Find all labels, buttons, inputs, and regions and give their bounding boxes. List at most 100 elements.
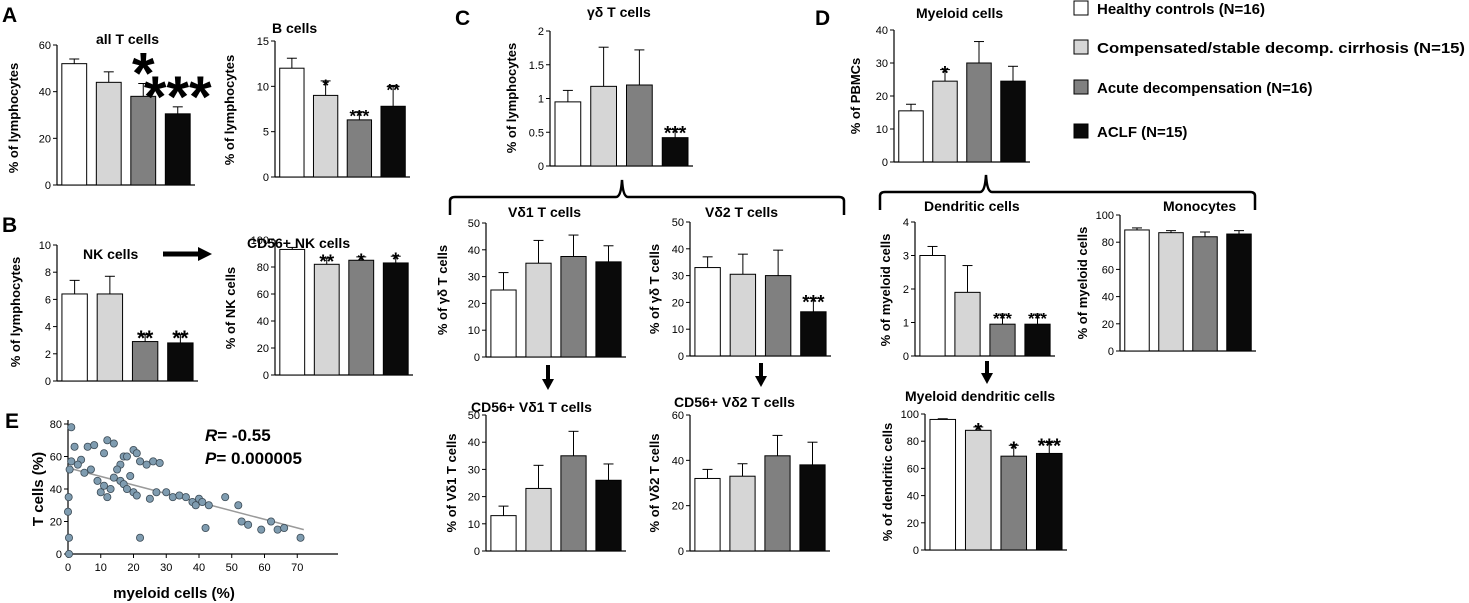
significance-marker-2: * — [941, 64, 949, 85]
bar-group-4 — [1024, 323, 1051, 357]
bar-group-2 — [312, 94, 339, 178]
scatter-point — [237, 517, 246, 526]
significance-marker-4: ** — [172, 327, 189, 350]
chart-vd2-t-cells: 0 10 20 30 40 50 Vδ2 T cells % of γδ T cells *** — [647, 204, 831, 363]
bar-group-2 — [964, 429, 992, 551]
x-tick-label: 50 — [226, 562, 238, 574]
legend-swatch-acute — [1073, 79, 1089, 95]
y-tick-label: 100 — [1096, 210, 1114, 222]
bar-group-4 — [167, 342, 194, 382]
significance-marker-2: ** — [319, 252, 334, 273]
scatter-point — [296, 533, 305, 542]
y-axis-label: % of myeloid cells — [878, 234, 893, 347]
bar-group-1 — [694, 477, 721, 552]
y-tick-label: 10 — [257, 81, 269, 93]
vd1-down-arrow-head — [542, 379, 554, 390]
legend-label-healthy: Healthy controls (N=16) — [1097, 1, 1265, 18]
y-tick-label: 60 — [907, 463, 919, 475]
significance-marker-3: * — [132, 42, 155, 107]
bar-group-2 — [96, 293, 124, 382]
bar-group-2 — [525, 487, 552, 552]
y-tick-label: 0 — [45, 180, 51, 192]
scatter-point — [267, 517, 276, 526]
bar-group-1 — [279, 248, 306, 376]
y-tick-label: 40 — [1102, 292, 1114, 304]
x-tick-label: 20 — [127, 562, 139, 574]
y-tick-label: 2 — [538, 26, 544, 38]
y-tick-label: 40 — [257, 316, 269, 328]
legend-swatch-aclf — [1073, 123, 1089, 139]
y-tick-label: 30 — [672, 271, 684, 283]
bar-group-3 — [560, 256, 587, 358]
y-axis-label: % of myeloid cells — [1075, 227, 1090, 340]
corr-r-value: = -0.55 — [217, 426, 270, 445]
bar-group-4 — [1226, 233, 1252, 352]
y-tick-label: 5 — [263, 127, 269, 139]
y-tick-label: 0.5 — [529, 127, 544, 139]
chart-gd-t-cells: 0 0.5 1 1.5 2 γδ T cells % of lymphocytes *** — [504, 4, 693, 173]
x-tick-label: 70 — [291, 562, 303, 574]
corr-r-symbol: R — [205, 426, 218, 445]
y-tick-label: 3 — [903, 251, 909, 263]
y-tick-label: 50 — [672, 217, 684, 229]
corr-p-value: = 0.000005 — [216, 449, 302, 468]
scatter-point — [103, 436, 112, 445]
y-tick-label: 60 — [39, 40, 51, 52]
y-tick-label: 80 — [907, 436, 919, 448]
y-tick-label: 6 — [45, 294, 51, 306]
bar-group-1 — [61, 293, 88, 382]
y-tick-label: 2 — [45, 349, 51, 361]
bar-group-4 — [382, 262, 409, 376]
y-tick-label: 40 — [468, 437, 480, 449]
chart-vd1-t-cells: 0 10 20 30 40 50 Vδ1 T cells % of γδ T cells — [435, 204, 626, 364]
panel-letter-a: A — [2, 4, 17, 27]
y-axis-label: % of NK cells — [223, 267, 238, 349]
bar-group-3 — [130, 95, 157, 186]
scatter-point — [136, 457, 145, 466]
y-axis-label: % of PBMCs — [848, 58, 863, 135]
scatter-point — [257, 525, 266, 534]
scatter-point — [155, 458, 164, 467]
y-tick-label: 0 — [882, 157, 888, 169]
scatter-point — [83, 442, 92, 451]
y-tick-label: 100 — [901, 409, 919, 421]
y-tick-label: 30 — [876, 58, 888, 70]
scatter-point — [204, 501, 213, 510]
bar-group-1 — [61, 63, 88, 186]
significance-marker-3: * — [358, 251, 366, 272]
x-axis-label: myeloid cells (%) — [113, 585, 235, 602]
y-tick-label: 50 — [468, 410, 480, 422]
myeloid-brace — [878, 174, 1257, 210]
chart-title: Myeloid cells — [916, 5, 1003, 21]
y-tick-label: 0 — [56, 549, 62, 561]
bar-group-3 — [348, 259, 375, 376]
nk-arrow-head — [198, 247, 212, 261]
y-tick-label: 40 — [39, 87, 51, 99]
scatter-point — [273, 525, 282, 534]
scatter-point — [100, 449, 109, 458]
scatter-point — [168, 493, 177, 502]
y-axis-label: T cells (%) — [30, 452, 47, 526]
y-tick-label: 0 — [263, 370, 269, 382]
scatter-point — [244, 520, 253, 529]
y-tick-label: 1.5 — [529, 60, 544, 72]
bar-group-4 — [595, 479, 622, 552]
bar-group-3 — [626, 84, 653, 167]
bar-group-4 — [799, 464, 826, 552]
scatter-point — [67, 423, 76, 432]
y-tick-label: 40 — [876, 25, 888, 37]
chart-title: B cells — [272, 20, 317, 36]
scatter-point — [126, 471, 135, 480]
bar-group-2 — [954, 291, 981, 357]
y-tick-label: 50 — [468, 218, 480, 230]
bar-group-2 — [729, 475, 756, 552]
chart-title: Myeloid dendritic cells — [905, 388, 1055, 404]
bar-group-1 — [898, 110, 924, 163]
legend-swatch-healthy — [1073, 0, 1089, 16]
scatter-point — [145, 494, 154, 503]
significance-marker-3: ** — [137, 327, 154, 350]
chart-title: Monocytes — [1163, 198, 1236, 214]
y-tick-label: 20 — [257, 343, 269, 355]
y-tick-label: 20 — [50, 517, 62, 529]
scatter-point — [64, 533, 73, 542]
